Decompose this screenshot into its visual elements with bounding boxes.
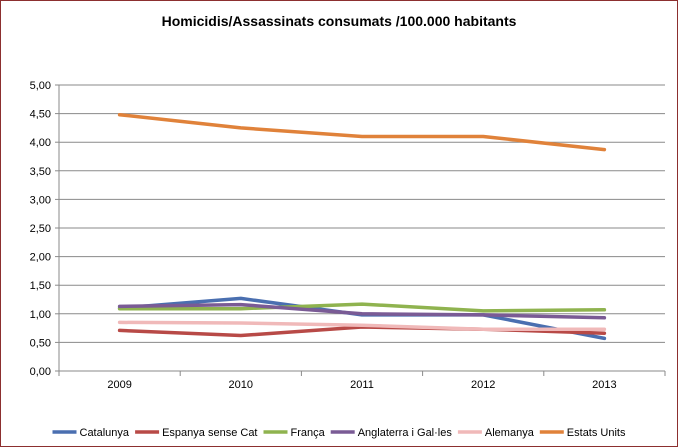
series-line-fran-a — [117, 302, 607, 313]
x-tick-label: 2013 — [592, 379, 616, 391]
gridlines — [59, 84, 665, 372]
series-line-anglaterra-i-gal-les — [117, 302, 607, 320]
y-tick-label: 4,00 — [30, 137, 51, 149]
y-tick-label: 4,50 — [30, 109, 51, 121]
y-tick-label: 2,00 — [30, 252, 51, 264]
y-tick-label: 3,00 — [30, 194, 51, 206]
series-lines — [117, 112, 607, 341]
legend-label: Anglaterra i Gal·les — [358, 427, 453, 439]
y-tick-label: 0,00 — [30, 366, 51, 378]
axes: 0,00 0,50 1,00 1,50 2,00 2,50 3,00 3,50 4,00 4,50… — [30, 80, 666, 391]
legend-label: Alemanya — [485, 427, 535, 439]
x-tick-label: 2011 — [350, 379, 374, 391]
x-tick-label: 2012 — [471, 379, 495, 391]
y-tick-label: 2,50 — [30, 223, 51, 235]
legend-label: Estats Units — [567, 427, 626, 439]
legend-label: Espanya sense Cat — [162, 427, 257, 439]
series-line-alemanya — [117, 320, 607, 331]
legend-item: França — [263, 427, 326, 439]
y-tick-label: 5,00 — [30, 80, 51, 92]
y-tick-label: 0,50 — [30, 337, 51, 349]
x-tick-label: 2010 — [229, 379, 253, 391]
legend-label: Catalunya — [80, 427, 130, 439]
legend: Catalunya Espanya sense Cat França Anglater… — [52, 427, 626, 439]
y-tick-label: 1,50 — [30, 280, 51, 292]
series-line-estats-units — [117, 112, 607, 152]
x-tick-label: 2009 — [107, 379, 131, 391]
chart-title: Homicidis/Assassinats consumats /100.000… — [162, 13, 517, 29]
legend-item: Catalunya — [52, 427, 130, 439]
legend-item: Estats Units — [539, 427, 626, 439]
y-tick-label: 3,50 — [30, 166, 51, 178]
legend-label: França — [291, 427, 326, 439]
legend-item: Alemanya — [457, 427, 535, 439]
y-tick-label: 1,00 — [30, 309, 51, 321]
legend-item: Anglaterra i Gal·les — [330, 427, 453, 439]
legend-item: Espanya sense Cat — [135, 427, 257, 439]
